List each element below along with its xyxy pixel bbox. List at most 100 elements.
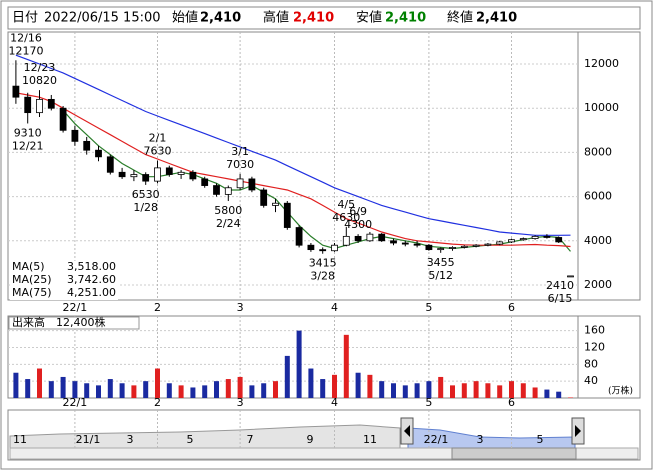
- annotation-value: 7030: [226, 158, 254, 171]
- annotation-value: 3415: [309, 257, 337, 270]
- candle-body: [413, 243, 421, 246]
- candle-body: [213, 185, 220, 195]
- volume-bar: [72, 381, 78, 398]
- candle-body: [425, 244, 433, 251]
- legend-name: MA(75): [12, 286, 52, 299]
- legend-bg: [10, 261, 118, 274]
- y-tick-label: 6000: [584, 190, 612, 203]
- volume-bar: [414, 383, 420, 398]
- y-tick-label: 10000: [584, 101, 619, 114]
- candle-body: [531, 235, 539, 239]
- volume-value: 12,400株: [56, 315, 106, 329]
- volume-bar: [379, 381, 385, 398]
- annotation-date: 12/21: [12, 139, 44, 152]
- volume-bar: [355, 372, 361, 398]
- x-tick-label: 3: [237, 301, 244, 314]
- candle-body: [390, 240, 397, 244]
- x-tick-label: 22/1: [63, 396, 88, 409]
- volume-bar: [119, 383, 125, 398]
- candle-body: [248, 178, 256, 191]
- x-tick-label: 3: [237, 396, 244, 409]
- volume-bar: [320, 379, 326, 398]
- volume-bar: [249, 385, 255, 398]
- scrollbar[interactable]: [9, 447, 639, 460]
- navigator-label: 3: [127, 433, 134, 446]
- candle-body: [307, 244, 315, 251]
- volume-bar: [473, 381, 479, 398]
- candle-body: [437, 248, 445, 251]
- annotation-date: 6/9: [349, 205, 367, 218]
- volume-bar: [190, 387, 196, 398]
- volume-bar: [296, 330, 302, 398]
- candle-body: [71, 129, 79, 142]
- date-label: 日付: [12, 11, 38, 26]
- volume-bar: [332, 374, 337, 398]
- high-value: 2,410: [293, 11, 334, 26]
- candle-body: [496, 241, 504, 245]
- scrollbar-thumb[interactable]: [451, 447, 577, 460]
- y-tick-label: 2000: [584, 278, 612, 291]
- x-tick-label: 6: [508, 301, 515, 314]
- candle-body: [295, 227, 303, 246]
- high-label: 高値: [263, 10, 289, 26]
- volume-bar: [402, 385, 408, 398]
- navigator-label: 3: [477, 433, 484, 446]
- header-box: [7, 6, 641, 30]
- low-label: 安値: [356, 10, 382, 26]
- annotation-value: 4630: [332, 211, 360, 224]
- volume-bar: [237, 376, 243, 398]
- volume-tick-label: 40: [584, 374, 598, 387]
- navigator-label: 9: [307, 433, 314, 446]
- legend-bg: [10, 287, 118, 300]
- candle-body: [272, 202, 279, 206]
- annotation-value: 10820: [22, 74, 57, 87]
- volume-bar: [131, 385, 137, 398]
- navigator-label: 11: [363, 433, 377, 446]
- annotation-value: 2410: [546, 279, 574, 292]
- volume-tick-label: 160: [584, 324, 605, 337]
- main-panel: [7, 31, 641, 301]
- volume-bar: [391, 383, 396, 398]
- ma-line: [15, 54, 571, 236]
- volume-bar: [261, 383, 267, 398]
- candle-body: [177, 171, 185, 175]
- annotation-date: 3/1: [231, 145, 249, 158]
- volume-bar: [520, 383, 526, 398]
- volume-label-bg: [8, 316, 140, 330]
- candle-body: [236, 178, 244, 189]
- candle-body: [201, 178, 209, 186]
- x-tick-label: 4: [331, 301, 338, 314]
- candle-body: [449, 247, 456, 249]
- open-value: 2,410: [200, 11, 241, 26]
- navigator-label: 5: [537, 433, 544, 446]
- volume-bar: [155, 368, 160, 398]
- candle-body: [260, 189, 268, 206]
- volume-bar: [60, 376, 66, 398]
- x-tick-label: 2: [154, 301, 161, 314]
- volume-bar: [37, 368, 42, 398]
- candle-body: [189, 171, 197, 180]
- candle-body: [59, 107, 67, 131]
- volume-bar: [214, 381, 219, 398]
- volume-bar: [48, 381, 54, 398]
- volume-bar: [284, 355, 290, 398]
- volume-bar: [367, 374, 373, 398]
- volume-bar: [532, 387, 538, 398]
- candle-body: [106, 156, 114, 173]
- annotation-value: 7630: [144, 145, 172, 158]
- volume-bar: [166, 383, 172, 398]
- volume-bar: [568, 397, 573, 398]
- candle-body: [484, 243, 492, 246]
- y-tick-label: 4000: [584, 234, 612, 247]
- volume-bar: [107, 379, 113, 398]
- legend-value: 3,742.60: [67, 273, 116, 286]
- candle-body: [83, 140, 91, 151]
- volume-bar: [25, 379, 31, 398]
- navigator-label: 11: [13, 433, 27, 446]
- annotation-value: 5800: [214, 204, 242, 217]
- volume-bar: [438, 376, 444, 398]
- annotation-date: 2/1: [149, 132, 167, 145]
- candle-body: [567, 275, 574, 278]
- volume-bar: [426, 381, 432, 398]
